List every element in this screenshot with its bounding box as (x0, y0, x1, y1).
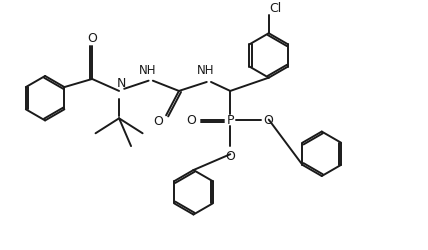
Text: N: N (116, 76, 126, 90)
Text: O: O (263, 114, 273, 126)
Text: O: O (87, 32, 97, 45)
Text: NH: NH (139, 63, 157, 76)
Text: O: O (225, 150, 235, 162)
Text: O: O (187, 114, 196, 126)
Text: P: P (226, 114, 234, 126)
Text: Cl: Cl (269, 2, 281, 15)
Text: NH: NH (197, 63, 214, 76)
Text: O: O (154, 114, 163, 128)
